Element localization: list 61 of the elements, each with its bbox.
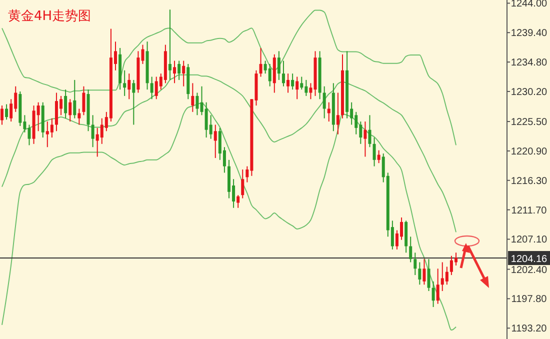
candlestick <box>286 73 290 94</box>
candlestick <box>241 169 244 199</box>
candlestick <box>236 194 240 208</box>
candlestick <box>0 105 4 126</box>
candlestick <box>191 82 194 112</box>
candlestick <box>268 63 272 87</box>
candlestick <box>173 60 176 84</box>
candlestick <box>445 266 448 286</box>
y-tick-label: 1216.30 <box>510 176 548 187</box>
candlestick <box>296 76 299 100</box>
candlestick <box>282 60 285 87</box>
candlestick <box>372 137 376 167</box>
y-tick-label: 1230.20 <box>510 86 548 98</box>
candlestick <box>414 252 417 276</box>
candlestick <box>364 121 367 158</box>
candlestick <box>50 118 54 138</box>
candlestick <box>309 82 312 100</box>
candlestick <box>418 262 422 286</box>
candlestick <box>196 92 199 116</box>
candlestick <box>128 73 131 100</box>
y-tick-label: 1220.90 <box>510 146 548 158</box>
candlestick <box>5 104 8 120</box>
candlestick <box>427 258 430 292</box>
candlestick <box>73 79 76 119</box>
line-series <box>2 10 456 146</box>
candlestick <box>422 258 426 286</box>
y-tick-label: 1197.80 <box>511 294 548 306</box>
candlestick <box>300 76 304 90</box>
ref-line-label: 1204.16 <box>510 254 548 266</box>
candlestick <box>377 150 380 164</box>
candlestick <box>78 108 81 126</box>
candlestick <box>409 236 412 263</box>
y-tick-label: 1225.50 <box>510 117 548 128</box>
candlestick <box>214 124 217 158</box>
candlestick <box>68 98 72 122</box>
candlestick <box>327 102 330 122</box>
candlestick <box>182 60 186 87</box>
candlestick <box>178 60 181 80</box>
candlestick <box>432 280 435 308</box>
y-tick-label: 1202.40 <box>510 264 548 276</box>
y-tick-label: 1234.80 <box>510 58 548 69</box>
candlestick <box>168 9 172 80</box>
candlestick <box>150 76 154 100</box>
candlestick <box>123 70 126 96</box>
candlestick <box>336 92 340 135</box>
y-tick-label: 1193.20 <box>511 324 548 335</box>
candlestick <box>277 50 280 80</box>
candlestick <box>368 114 372 148</box>
candlestick <box>436 268 440 304</box>
candlestick <box>291 73 294 90</box>
y-tick-label: 1207.10 <box>510 234 548 246</box>
text: 黄金4H走势图 <box>8 9 92 24</box>
candlestick <box>322 86 326 119</box>
y-tick-label: 1244.00 <box>510 0 548 10</box>
candlestick <box>91 114 94 148</box>
y-tick-label: 1211.70 <box>511 205 548 216</box>
candlestick <box>259 47 262 78</box>
candlestick <box>64 89 68 119</box>
candlestick <box>82 86 86 116</box>
y-tick-label: 1239.40 <box>510 28 548 40</box>
candlestick <box>132 79 136 126</box>
